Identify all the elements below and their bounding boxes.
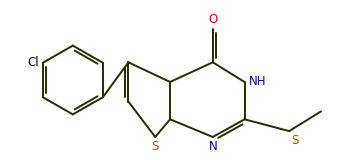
Text: S: S [151,140,159,153]
Text: NH: NH [249,76,266,88]
Text: Cl: Cl [27,56,39,69]
Text: N: N [208,140,217,153]
Text: O: O [208,13,217,26]
Text: S: S [291,134,298,147]
